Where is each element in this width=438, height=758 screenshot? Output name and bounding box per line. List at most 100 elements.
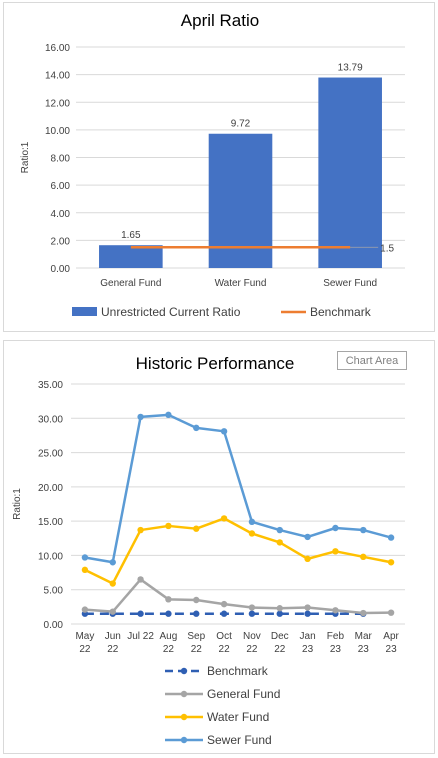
y-tick-label: 16.00 [45,43,70,54]
data-point [304,604,311,611]
y-tick-label: 30.00 [38,414,63,425]
data-point [165,596,172,603]
x-tick-label-line: Apr [383,631,399,642]
data-label: 1.65 [121,230,141,241]
x-tick-label: Jun 22 [105,631,121,655]
data-point [137,413,144,421]
x-tick-label-line: 22 [191,644,203,655]
x-tick-label-line: 22 [107,644,119,655]
legend-label: General Fund [207,687,280,701]
y-tick-label: 8.00 [51,154,71,165]
y-tick-label: 2.00 [51,236,71,247]
x-tick-label: Jul 22 [127,631,154,642]
x-tick-label-line: May [75,631,94,642]
data-point [360,609,367,617]
data-point [276,539,283,546]
series-line [84,413,392,564]
x-tick-label: Mar 23 [355,631,373,655]
x-tick-label: Feb 23 [327,631,345,655]
y-tick-label: 25.00 [38,449,63,460]
data-point [248,604,256,611]
data-point [332,548,339,555]
data-point [387,559,395,566]
chart-title: Historic Performance [136,354,295,373]
data-point [81,566,89,574]
legend-label: Unrestricted Current Ratio [101,305,241,319]
series-line [84,578,392,615]
bar [318,77,382,268]
y-tick-label: 14.00 [45,71,70,82]
data-point [248,610,256,617]
x-tick-label: Water Fund [215,278,267,289]
y-tick-label: 20.00 [38,483,63,494]
data-point [109,580,116,587]
x-tick-label-line: 22 [274,644,286,655]
data-point [109,608,116,615]
x-tick-label-line: Sep [187,631,205,642]
series-line [84,517,392,585]
data-point [276,610,283,617]
data-point [248,530,256,537]
data-point [109,559,116,566]
y-axis-label: Ratio:1 [12,488,23,520]
data-point [137,576,144,583]
legend-swatch-marker [180,713,188,721]
benchmark-data-label: 1.5 [380,243,394,254]
x-tick-label: Nov 22 [243,631,261,655]
data-point [332,607,339,614]
data-point [137,526,144,534]
y-tick-label: 5.00 [44,586,64,597]
legend-label: Benchmark [310,305,372,319]
x-tick-label-line: Feb [327,631,345,642]
x-tick-label: Aug 22 [160,631,178,655]
bar [208,133,273,268]
april-ratio-chart-area[interactable]: April Ratio 0.00 2.00 4.00 6.00 8.00 10.00 12.0… [3,2,435,332]
y-tick-label: 0.00 [44,620,64,631]
y-tick-label: 10.00 [38,551,63,562]
data-point [220,610,228,617]
data-point [193,424,200,432]
historic-performance-chart: Historic Performance 0.00 5.00 10.00 15.00 20… [12,354,405,747]
legend-swatch-marker [180,667,188,675]
data-point [220,600,228,608]
x-tick-label: May 22 [75,631,94,655]
x-tick-label: Sewer Fund [323,278,377,289]
data-point [193,610,200,617]
data-point [304,555,311,563]
data-point [193,596,200,604]
data-label: 9.72 [231,119,251,130]
x-tick-label: General Fund [100,278,161,289]
historic-performance-chart-area[interactable]: Historic Performance 0.00 5.00 10.00 15.00 20… [3,340,435,754]
x-tick-label-line: Aug [160,631,178,642]
x-tick-label: Apr 23 [383,631,399,655]
x-tick-label-line: 23 [330,644,342,655]
x-tick-label-line: Nov [243,631,261,642]
x-tick-label-line: 23 [358,644,370,655]
data-point [165,522,172,530]
data-label: 13.79 [338,63,363,74]
x-tick-label: Dec 22 [271,631,289,655]
data-point [165,411,172,419]
data-point [248,518,256,526]
x-tick-label: Sep 22 [187,631,205,655]
data-point [193,525,200,532]
data-point [304,533,311,541]
data-point [165,610,172,617]
x-tick-label-line: Jun [105,631,121,642]
chart-area-tooltip: Chart Area [337,351,407,370]
data-point [81,554,89,561]
legend-swatch-marker [180,690,188,698]
legend-swatch-marker [180,736,188,744]
legend-label: Water Fund [207,710,269,724]
y-tick-label: 6.00 [51,181,71,192]
y-tick-label: 35.00 [38,380,63,391]
x-tick-label-line: Dec [271,631,289,642]
x-tick-label-line: 22 [163,644,175,655]
data-point [220,515,228,522]
data-point [81,606,89,613]
x-tick-label-line: Jul 22 [127,631,154,642]
x-tick-label-line: 22 [79,644,91,655]
legend-label: Benchmark [207,664,269,678]
data-point [360,526,367,534]
data-point [220,428,228,435]
